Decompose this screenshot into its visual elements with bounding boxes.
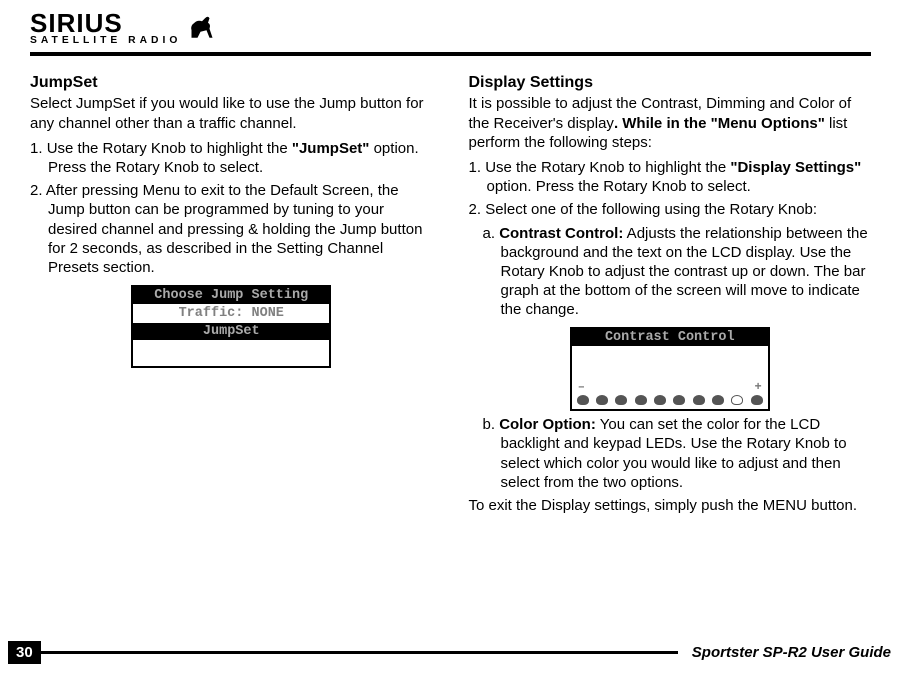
bar-segment [712, 395, 724, 405]
minus-icon: – [578, 382, 585, 393]
lcd-blank [572, 346, 768, 382]
jumpset-step-1: 1. Use the Rotary Knob to highlight the … [30, 139, 433, 177]
page-number: 30 [8, 641, 41, 664]
footer-rule [41, 651, 678, 654]
jumpset-step-2: 2. After pressing Menu to exit to the De… [30, 181, 433, 277]
bar-segment [673, 395, 685, 405]
lcd-selected-line: JumpSet [133, 323, 329, 340]
sirius-dog-icon [187, 15, 217, 46]
footer-title: Sportster SP-R2 User Guide [678, 644, 901, 661]
header-rule [30, 52, 871, 56]
body-text: Use the Rotary Knob to highlight the [47, 140, 292, 157]
display-exit-note: To exit the Display settings, simply pus… [469, 496, 872, 515]
body-text: Select one of the following using the Ro… [485, 201, 817, 218]
jumpset-intro: Select JumpSet if you would like to use … [30, 94, 433, 132]
display-step-2: 2. Select one of the following using the… [469, 200, 872, 219]
bold-text: . While in the [614, 115, 711, 132]
list-number: 1. [30, 140, 43, 157]
left-column: JumpSet Select JumpSet if you would like… [30, 74, 433, 515]
body-text: option. Press the Rotary Knob to select. [487, 178, 751, 195]
bold-term: "Menu Options" [711, 115, 825, 132]
list-letter: b. [483, 416, 496, 433]
list-number: 2. [469, 201, 482, 218]
display-settings-intro: It is possible to adjust the Contrast, D… [469, 94, 872, 152]
bar-segment [731, 395, 743, 405]
list-number: 1. [469, 159, 482, 176]
right-column: Display Settings It is possible to adjus… [469, 74, 872, 515]
bar-segment [654, 395, 666, 405]
display-settings-heading: Display Settings [469, 74, 872, 92]
jumpset-lcd-mockup: Choose Jump Setting Traffic: NONE JumpSe… [131, 285, 331, 368]
brand-logo: SIRIUS SATELLITE RADIO [30, 12, 871, 46]
plus-icon: + [755, 382, 762, 393]
bar-segment [615, 395, 627, 405]
lcd-blank [133, 340, 329, 366]
bold-term: Color Option: [499, 416, 596, 433]
bold-term: "Display Settings" [730, 159, 861, 176]
list-letter: a. [483, 225, 496, 242]
display-sub-a: a. Contrast Control: Adjusts the relatio… [483, 224, 872, 320]
jumpset-heading: JumpSet [30, 74, 433, 92]
bold-term: Contrast Control: [499, 225, 623, 242]
brand-tagline: SATELLITE RADIO [30, 35, 181, 46]
bar-segment [693, 395, 705, 405]
body-text: After pressing Menu to exit to the Defau… [46, 182, 423, 276]
page-footer: 30 Sportster SP-R2 User Guide [0, 641, 901, 664]
bold-term: "JumpSet" [292, 140, 370, 157]
lcd-title-bar: Choose Jump Setting [133, 287, 329, 304]
bar-segment [577, 395, 589, 405]
contrast-bar-graph [572, 393, 768, 409]
contrast-lcd-mockup: Contrast Control – + [570, 327, 770, 411]
display-step-1: 1. Use the Rotary Knob to highlight the … [469, 158, 872, 196]
lcd-line: Traffic: NONE [133, 304, 329, 323]
bar-segment [751, 395, 763, 405]
bar-segment [596, 395, 608, 405]
display-sub-b: b. Color Option: You can set the color f… [483, 415, 872, 492]
brand-name: SIRIUS [30, 12, 181, 35]
bar-segment [635, 395, 647, 405]
body-text: Use the Rotary Knob to highlight the [485, 159, 730, 176]
list-number: 2. [30, 182, 43, 199]
lcd-title-bar: Contrast Control [572, 329, 768, 346]
